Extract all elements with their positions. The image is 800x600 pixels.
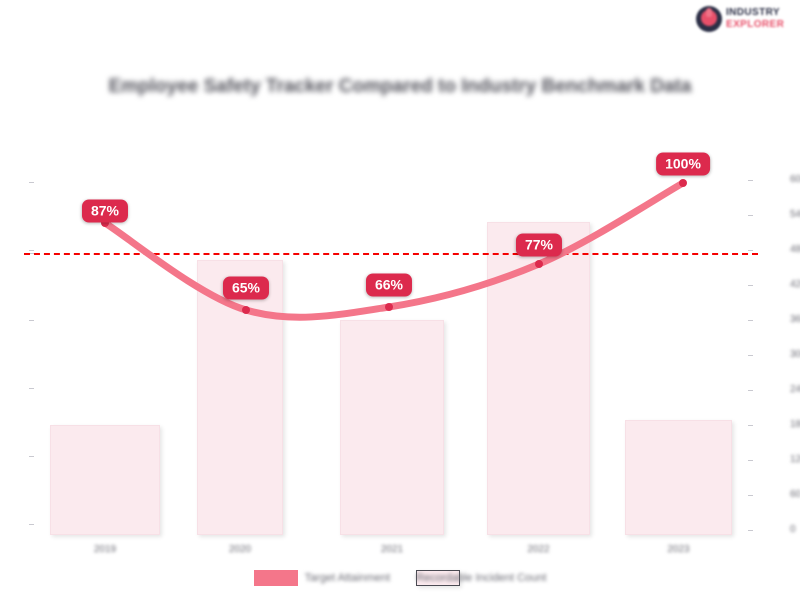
left-axis-tick-mark	[29, 524, 34, 525]
line-data-point[interactable]	[385, 303, 393, 311]
right-axis-tick-label: 180	[790, 419, 800, 430]
logo-emblem-icon	[696, 6, 722, 32]
right-axis-tick-label: 360	[790, 314, 800, 325]
bar[interactable]	[625, 420, 732, 535]
right-axis-tick-mark	[748, 215, 753, 216]
right-axis-tick-mark	[748, 180, 753, 181]
right-axis-tick-label: 300	[790, 349, 800, 360]
legend-item[interactable]: Target Attainment	[253, 570, 391, 586]
right-axis-tick-mark	[748, 460, 753, 461]
bar[interactable]	[340, 320, 444, 535]
right-axis-tick-mark	[748, 355, 753, 356]
left-axis-tick-mark	[29, 456, 34, 457]
data-label-badge: 65%	[222, 276, 270, 300]
data-label-badge: 87%	[81, 199, 129, 223]
bar[interactable]	[197, 260, 283, 535]
left-axis-tick-mark	[29, 320, 34, 321]
right-axis-tick-mark	[748, 390, 753, 391]
right-axis-tick-label: 600	[790, 174, 800, 185]
left-axis-tick-mark	[29, 182, 34, 183]
chart-legend: Target Attainment Recordable Incident Cou…	[0, 570, 800, 586]
legend-swatch	[416, 570, 461, 586]
right-axis-tick-mark	[748, 320, 753, 321]
left-axis-tick-mark	[29, 250, 34, 251]
plot-area: 120%100%80%60%40%20%0% 60054048042036030…	[24, 140, 800, 555]
legend-label: Recordable Incident Count	[416, 572, 547, 584]
bar[interactable]	[50, 425, 160, 535]
right-axis-tick-mark	[748, 425, 753, 426]
legend-label: Target Attainment	[304, 572, 391, 584]
x-axis-tick-label: 2022	[527, 544, 550, 555]
x-axis-tick-label: 2020	[228, 544, 252, 555]
left-axis-tick-mark	[29, 388, 34, 389]
right-axis-tick-mark	[748, 530, 753, 531]
right-axis-tick-mark	[748, 285, 753, 286]
right-axis-tick-mark	[748, 495, 753, 496]
right-axis-tick-label: 540	[790, 209, 800, 220]
logo-line-1: INDUSTRY	[726, 7, 780, 18]
logo-line-2: EXPLORER	[726, 19, 785, 30]
data-label-badge: 66%	[365, 273, 413, 297]
legend-item[interactable]: Recordable Incident Count	[416, 570, 547, 586]
right-axis-tick-label: 0	[790, 524, 796, 535]
data-label-badge: 100%	[656, 152, 710, 176]
line-data-point[interactable]	[535, 260, 543, 268]
right-axis-tick-label: 480	[790, 244, 800, 255]
line-data-point[interactable]	[242, 306, 250, 314]
right-axis-tick-label: 420	[790, 279, 800, 290]
chart-title: Employee Safety Tracker Compared to Indu…	[108, 76, 692, 97]
x-axis-tick-label: 2023	[667, 544, 690, 555]
right-axis-tick-label: 120	[790, 454, 800, 465]
x-axis-tick-label: 2019	[93, 544, 117, 555]
benchmark-reference-line	[24, 253, 758, 255]
logo-wordmark: INDUSTRY EXPLORER	[726, 8, 784, 30]
x-axis-tick-label: 2021	[380, 544, 404, 555]
line-path	[101, 179, 687, 321]
line-data-point[interactable]	[679, 179, 687, 187]
brand-logo: INDUSTRY EXPLORER	[696, 4, 788, 34]
legend-swatch	[253, 570, 298, 586]
right-axis-tick-label: 60	[790, 489, 800, 500]
right-axis-tick-mark	[748, 250, 753, 251]
right-axis-tick-label: 240	[790, 384, 800, 395]
line-series	[101, 179, 687, 321]
data-label-badge: 77%	[515, 233, 563, 257]
